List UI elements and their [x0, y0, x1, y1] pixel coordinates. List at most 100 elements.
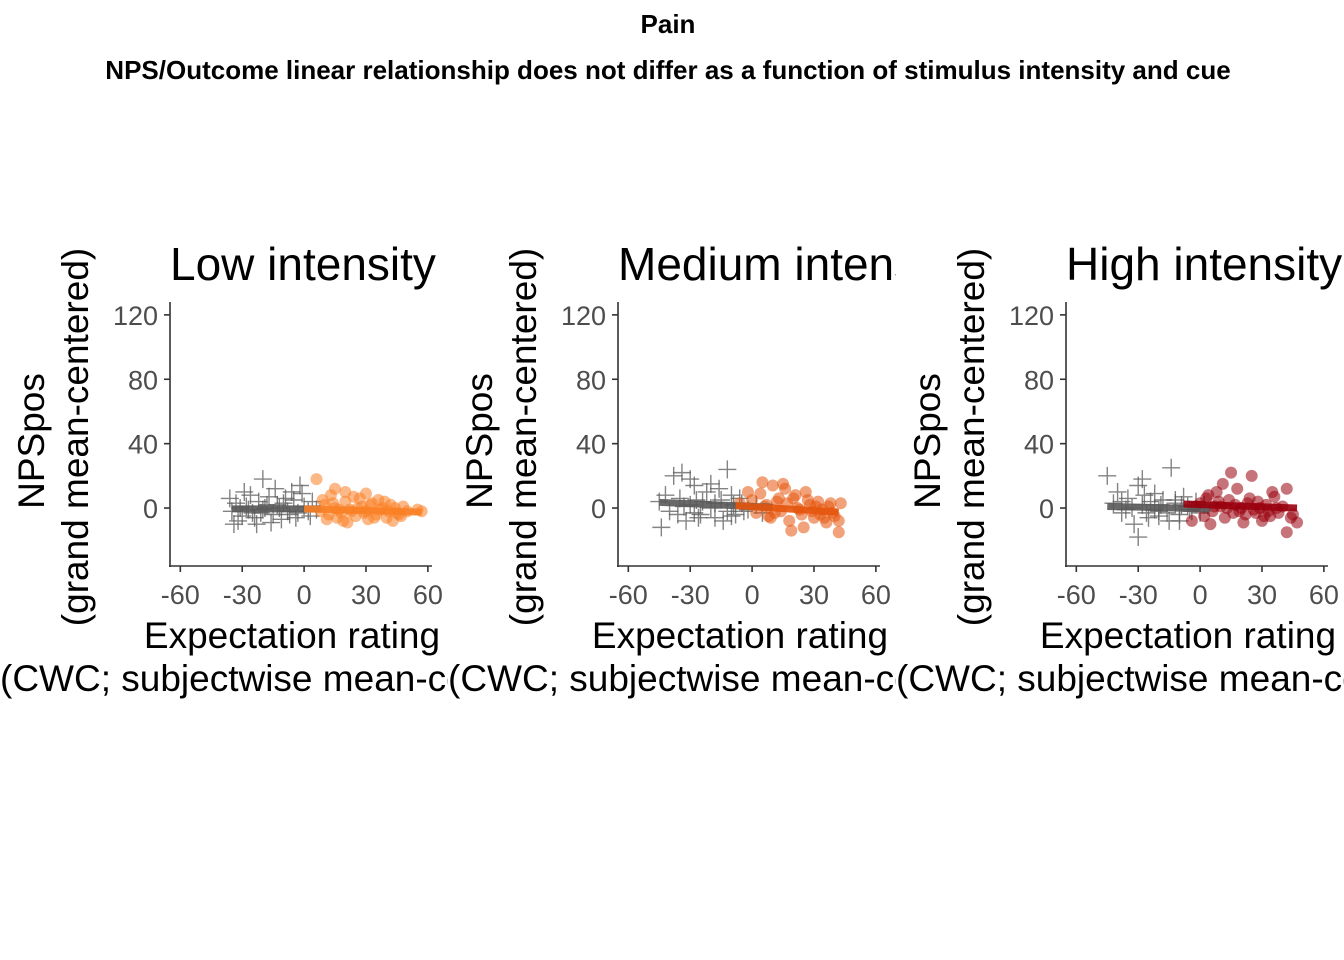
- data-point-high: [1237, 516, 1250, 529]
- x-tick-label: 60: [1309, 580, 1339, 610]
- fit-line-low: [1107, 502, 1211, 513]
- data-point-high: [1216, 477, 1229, 490]
- y-tick-label: 80: [1024, 365, 1054, 395]
- data-point-low: [710, 479, 729, 498]
- data-point-high: [834, 497, 847, 510]
- y-tick-label: 80: [576, 365, 606, 395]
- x-axis-label: Expectation rating: [592, 615, 888, 656]
- data-point-high: [789, 489, 802, 502]
- fit-line-high: [735, 502, 839, 516]
- data-point-high: [756, 476, 769, 489]
- y-tick-label: 120: [561, 301, 606, 331]
- y-axis-label: NPSpos: [11, 373, 52, 509]
- y-axis-label-secondary: (grand mean-centered): [951, 248, 992, 626]
- data-point-high: [359, 487, 372, 500]
- x-tick-label: 0: [297, 580, 312, 610]
- data-point-low: [1098, 466, 1117, 485]
- y-tick-label: 120: [113, 301, 158, 331]
- data-point-low: [697, 482, 716, 501]
- panel-content: High intensity NPSpos (grand mean-centered…: [896, 238, 1344, 699]
- data-point-low: [718, 460, 737, 479]
- x-tick-label: 30: [1247, 580, 1277, 610]
- data-point-high: [341, 516, 354, 529]
- panel-title: Medium intensity: [618, 238, 963, 290]
- y-tick-label: 80: [128, 365, 158, 395]
- data-point-low: [1108, 482, 1127, 501]
- figure-title: Pain: [641, 9, 696, 39]
- data-point-low: [293, 484, 312, 503]
- data-point-high: [783, 514, 796, 527]
- data-point-low: [229, 511, 248, 530]
- data-point-low: [290, 476, 309, 495]
- data-point-high: [316, 494, 329, 506]
- legend-key-high: [122, 744, 166, 788]
- data-point-low: [235, 482, 254, 501]
- data-point-low: [1135, 486, 1154, 505]
- data-point-low: [224, 515, 243, 534]
- data-point-high: [785, 524, 798, 537]
- data-point-low: [714, 511, 733, 530]
- legend-label-low: cuetype-low: [470, 752, 630, 785]
- legend-title: cuetype: [866, 747, 996, 788]
- data-point-high: [832, 526, 845, 539]
- legend-key-high: [1018, 744, 1062, 788]
- data-point-high: [1225, 466, 1238, 479]
- data-point-high: [1280, 482, 1293, 495]
- data-point-high: [1204, 518, 1217, 531]
- figure-subtitle: NPS/Outcome linear relationship does not…: [105, 55, 1230, 85]
- x-tick-label: 60: [413, 580, 443, 610]
- y-axis-label: NPSpos: [459, 373, 500, 509]
- y-axis-label-secondary: (grand mean-centered): [503, 248, 544, 626]
- data-point-high: [764, 511, 777, 524]
- y-tick-label: 0: [591, 494, 606, 524]
- legend-label-low: cuetype-low: [918, 752, 1078, 785]
- data-point-high: [801, 494, 814, 506]
- x-tick-label: 60: [861, 580, 891, 610]
- legend-key-low: [854, 744, 898, 788]
- data-point-low: [260, 487, 279, 506]
- data-point-high: [1231, 482, 1244, 495]
- y-tick-label: 0: [1039, 494, 1054, 524]
- data-point-high: [766, 479, 779, 492]
- x-tick-label: -30: [223, 580, 262, 610]
- x-tick-label: 30: [351, 580, 381, 610]
- x-axis-label-secondary: (CWC; subjectwise mean-centered): [448, 658, 1032, 699]
- data-point-low: [1133, 470, 1152, 489]
- fit-line-high: [1183, 500, 1298, 512]
- legend-label-high: cuetype-high: [634, 752, 806, 785]
- legend-key-marker: [1315, 757, 1333, 775]
- data-point-high: [741, 485, 754, 498]
- panel-title: Low intensity: [170, 238, 436, 290]
- data-point-low: [1129, 528, 1148, 547]
- legend-title: cuetype: [418, 747, 548, 788]
- fit-line-high: [303, 505, 422, 516]
- legend-key-marker: [586, 760, 598, 772]
- x-tick-label: 0: [1193, 580, 1208, 610]
- data-point-low: [689, 508, 708, 527]
- legend-title: cuetype: [0, 747, 100, 788]
- legend-key-marker: [867, 757, 885, 775]
- legend-key-low: [406, 744, 450, 788]
- data-point-high: [1245, 469, 1258, 482]
- data-point-low: [272, 510, 291, 529]
- data-point-high: [777, 477, 790, 490]
- x-tick-label: -60: [161, 580, 200, 610]
- y-tick-label: 0: [143, 494, 158, 524]
- data-point-high: [339, 485, 352, 498]
- data-point-low: [247, 515, 266, 534]
- data-layer: [650, 460, 847, 539]
- panel-3: High intensity NPSpos (grand mean-centered…: [866, 238, 1344, 788]
- y-axis-label-secondary: (grand mean-centered): [55, 248, 96, 626]
- y-axis-label: NPSpos: [907, 373, 948, 509]
- y-tick-label: 40: [128, 430, 158, 460]
- data-point-low: [1170, 511, 1189, 530]
- data-point-high: [310, 473, 323, 486]
- legend-key-marker: [1034, 760, 1046, 772]
- x-axis-label: Expectation rating: [144, 615, 440, 656]
- data-point-low: [681, 470, 700, 489]
